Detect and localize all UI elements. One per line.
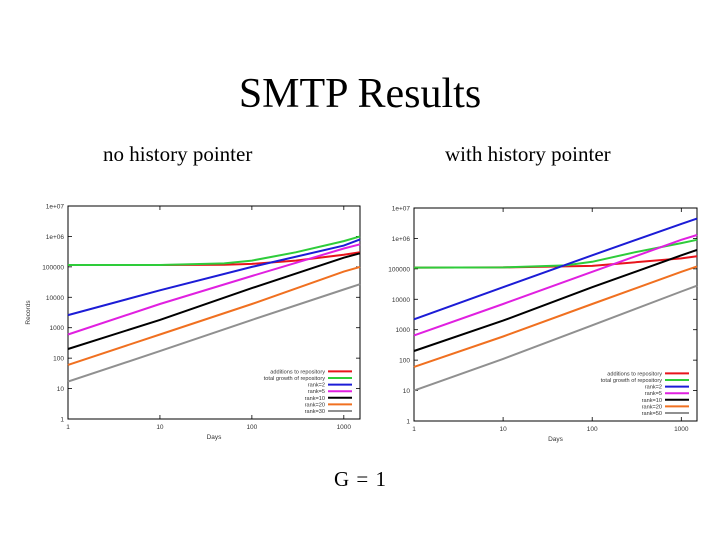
y-tick-label: 10 — [57, 386, 65, 393]
y-tick-label: 1 — [406, 419, 410, 426]
series-line-rank-20 — [67, 265, 361, 366]
x-tick-label: 100 — [587, 426, 598, 433]
series-line-total-growth-of-repository — [413, 238, 698, 269]
y-tick-label: 1e+06 — [392, 236, 411, 243]
series-line-rank-5 — [67, 243, 361, 336]
series-line-total-growth-of-repository — [68, 235, 361, 266]
legend-label-rank-20: rank=20 — [642, 404, 662, 410]
series-line-rank-2 — [413, 217, 698, 321]
chart-with-history-pointer: 1 10 100 1000 10000 100000 1e+06 1e+07 1 10 100 100… — [388, 206, 698, 443]
y-tick-label: 1000 — [396, 327, 411, 334]
legend-label-total-growth-of-repository: total growth of repository — [601, 378, 662, 384]
legend-label-rank-5: rank=5 — [645, 391, 662, 397]
legend-label-rank-2: rank=2 — [645, 385, 662, 391]
plot-frame — [67, 205, 361, 420]
y-tick-label: 100000 — [42, 264, 64, 271]
x-tick-label: 10 — [499, 426, 507, 433]
y-tick-label: 1000 — [50, 325, 65, 332]
x-tick-label: 1000 — [674, 426, 689, 433]
legend-label-additions-to-repository: additions to repository — [270, 369, 325, 375]
x-tick-label: 100 — [246, 424, 257, 431]
chart-no-history-pointer: 1 10 100 1000 10000 100000 1e+06 1e+07 1 10 100 100… — [25, 204, 361, 441]
y-tick-label: 10000 — [392, 297, 410, 304]
legend-label-rank-10: rank=10 — [642, 398, 662, 404]
legend-label-rank-5: rank=5 — [308, 389, 325, 395]
legend-label-rank-50: rank=50 — [642, 411, 662, 417]
x-tick-label: 1 — [412, 426, 416, 433]
y-tick-label: 1e+07 — [392, 206, 411, 213]
series-line-rank-2 — [67, 238, 361, 317]
plot-frame — [413, 207, 698, 422]
legend-label-additions-to-repository: additions to repository — [607, 371, 662, 377]
series-line-rank-30 — [67, 283, 361, 383]
y-tick-label: 1 — [60, 417, 64, 424]
x-tick-label: 10 — [156, 424, 164, 431]
y-tick-label: 10000 — [46, 295, 64, 302]
x-tick-label: 1000 — [337, 424, 352, 431]
legend-label-rank-2: rank=2 — [308, 383, 325, 389]
footer-label: G = 1 — [334, 467, 388, 491]
y-tick-label: 1e+06 — [46, 234, 65, 241]
legend-label-rank-30: rank=30 — [305, 409, 325, 415]
series-line-rank-20 — [413, 265, 698, 368]
series-line-rank-50 — [413, 284, 698, 392]
y-tick-label: 100 — [53, 356, 64, 363]
y-tick-label: 100 — [399, 358, 410, 365]
series-line-rank-10 — [67, 252, 361, 350]
y-axis-label: Records — [25, 300, 32, 325]
subtitle-with-history-pointer: with history pointer — [445, 142, 611, 166]
series-line-rank-5 — [413, 234, 698, 337]
x-tick-label: 1 — [66, 424, 70, 431]
y-tick-label: 10 — [403, 388, 411, 395]
legend-label-rank-10: rank=10 — [305, 396, 325, 402]
x-axis-label: Days — [548, 436, 564, 443]
x-axis-label: Days — [207, 434, 223, 441]
subtitle-no-history-pointer: no history pointer — [103, 142, 253, 166]
y-tick-label: 100000 — [388, 266, 410, 273]
series-line-rank-10 — [413, 248, 698, 352]
legend-label-rank-20: rank=20 — [305, 402, 325, 408]
legend-label-total-growth-of-repository: total growth of repository — [264, 376, 325, 382]
slide-title: SMTP Results — [238, 71, 482, 117]
y-tick-label: 1e+07 — [46, 204, 65, 211]
